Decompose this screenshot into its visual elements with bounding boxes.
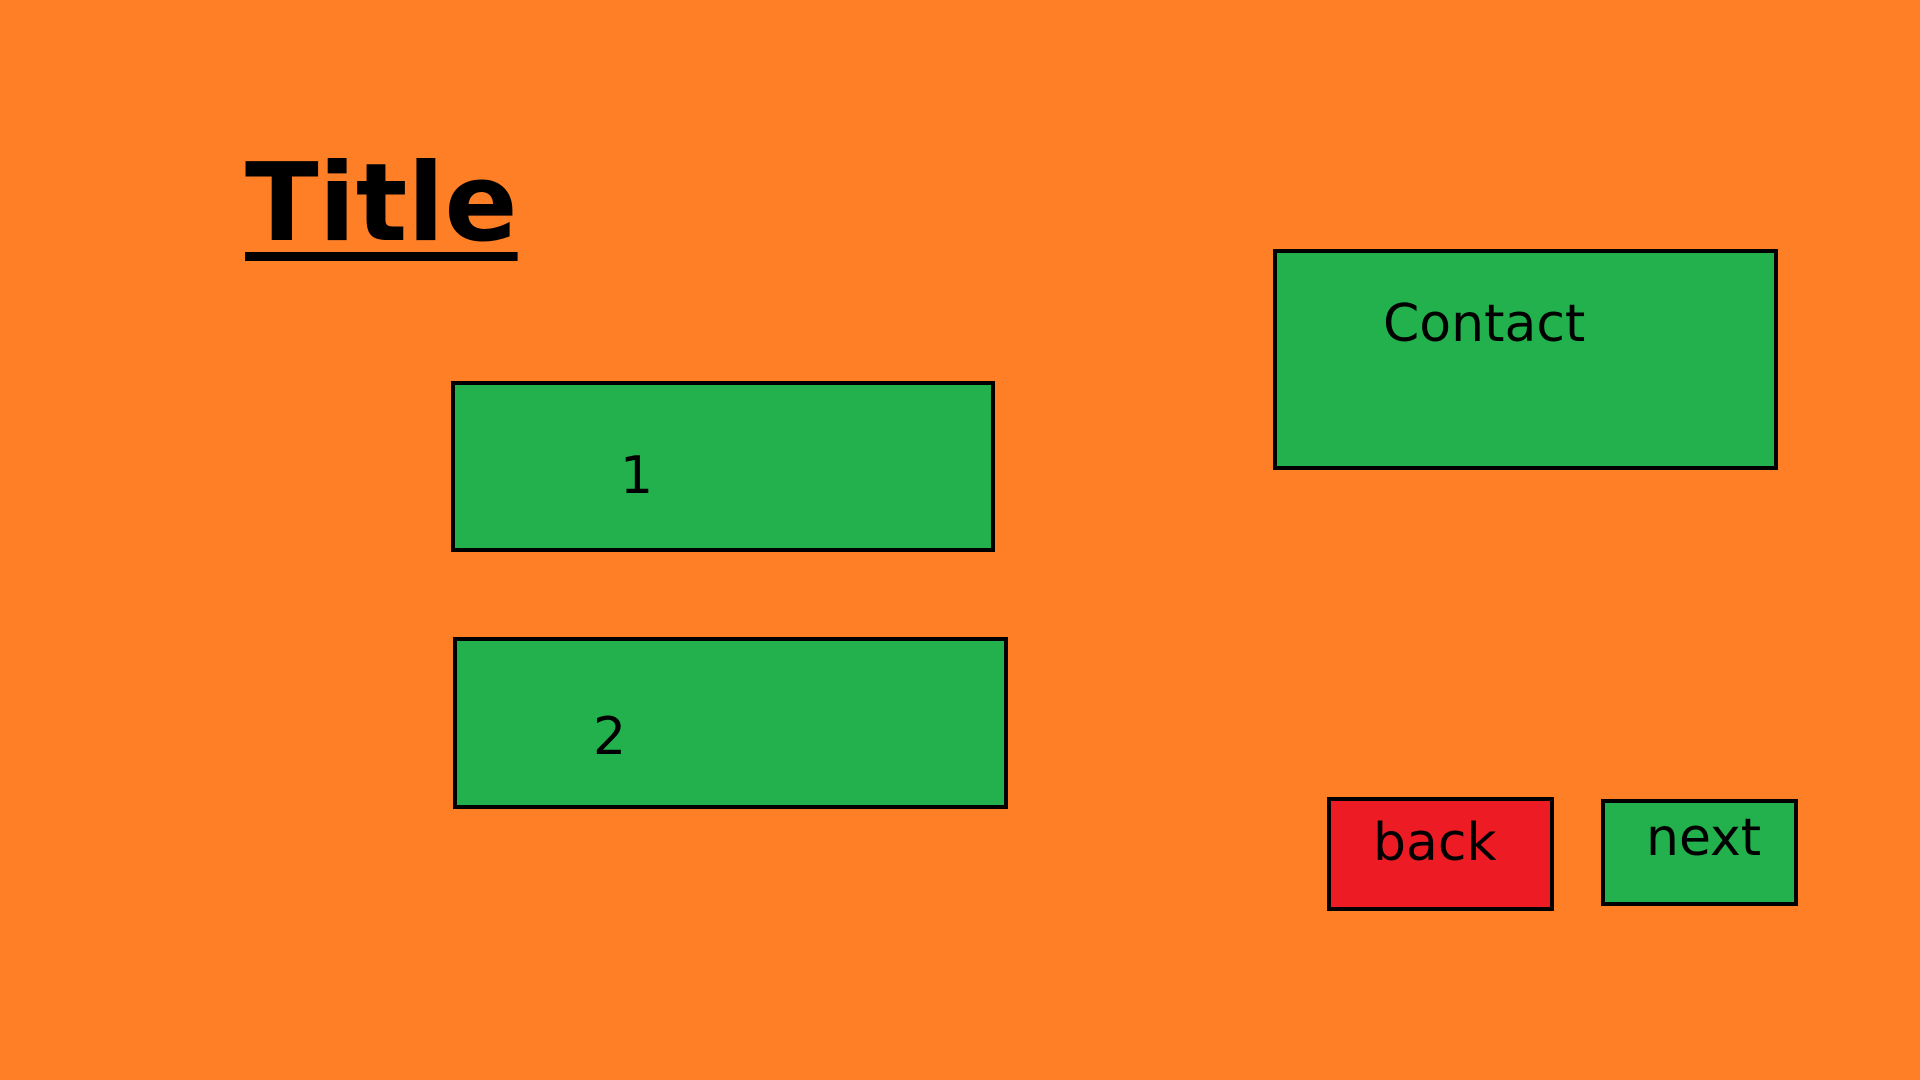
contact-button[interactable]: Contact [1273,249,1778,470]
option-2-label: 2 [593,707,627,767]
option-2-button[interactable]: 2 [453,637,1008,809]
next-button[interactable]: next [1601,799,1798,906]
back-label: back [1373,813,1497,873]
page-title: Title [245,141,518,266]
back-button[interactable]: back [1327,797,1554,911]
option-1-label: 1 [620,446,654,506]
contact-label: Contact [1383,294,1586,354]
option-1-button[interactable]: 1 [451,381,995,552]
next-label: next [1646,808,1762,868]
